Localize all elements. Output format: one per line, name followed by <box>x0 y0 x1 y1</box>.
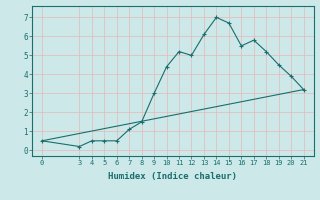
X-axis label: Humidex (Indice chaleur): Humidex (Indice chaleur) <box>108 172 237 181</box>
